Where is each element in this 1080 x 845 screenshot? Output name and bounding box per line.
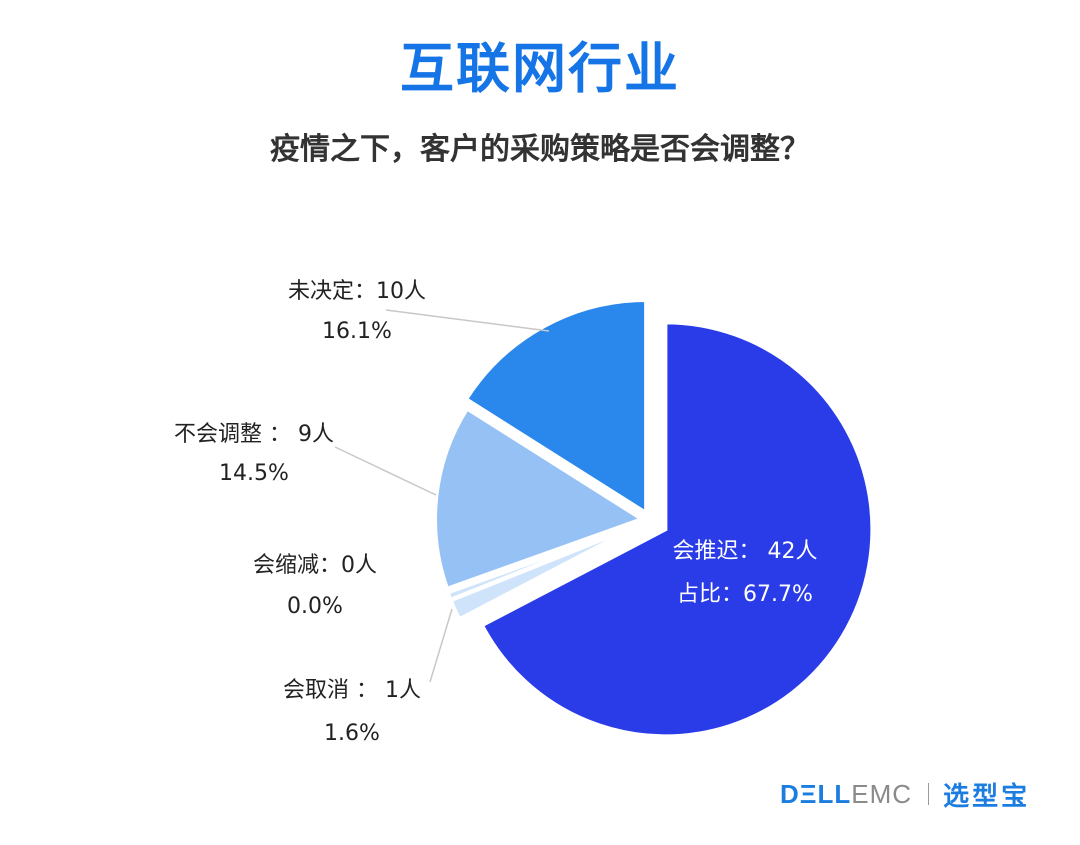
slice-percent-label-4: 14.5% — [219, 461, 289, 486]
xuanxingbao-logo: 选型宝 — [943, 781, 1031, 812]
leader-line-2 — [429, 608, 453, 683]
slice-label-5: 未决定：10人 — [288, 279, 426, 304]
pie-slice-1 — [479, 320, 875, 739]
slice-percent-label-3: 0.0% — [287, 594, 343, 619]
footer-separator — [928, 783, 930, 805]
slice-label-4: 不会调整 ： 9人 — [174, 422, 334, 447]
pie-slice-5 — [463, 297, 649, 517]
slice-percent-label-5: 16.1% — [322, 319, 392, 344]
slice-percent-label-1: 占比：67.7% — [677, 582, 813, 607]
emc-logo: EMC — [851, 778, 913, 809]
slice-percent-label-2: 1.6% — [324, 721, 380, 746]
slice-label-3: 会缩减：0人 — [253, 553, 377, 578]
pie-slice-3 — [445, 520, 644, 603]
page-subtitle: 疫情之下，客户的采购策略是否会调整？ — [270, 132, 810, 167]
slice-label-2: 会取消 ： 1人 — [283, 678, 421, 703]
page-title: 互联网行业 — [400, 37, 680, 100]
dell-logo: DΞLL — [780, 778, 852, 809]
footer-logo: DΞLL EMC 选型宝 — [780, 772, 1030, 816]
slice-label-1: 会推迟： 42人 — [673, 539, 818, 564]
pie-slice-4 — [433, 405, 647, 592]
leader-line-5 — [385, 309, 550, 332]
leader-line-4 — [334, 446, 437, 496]
